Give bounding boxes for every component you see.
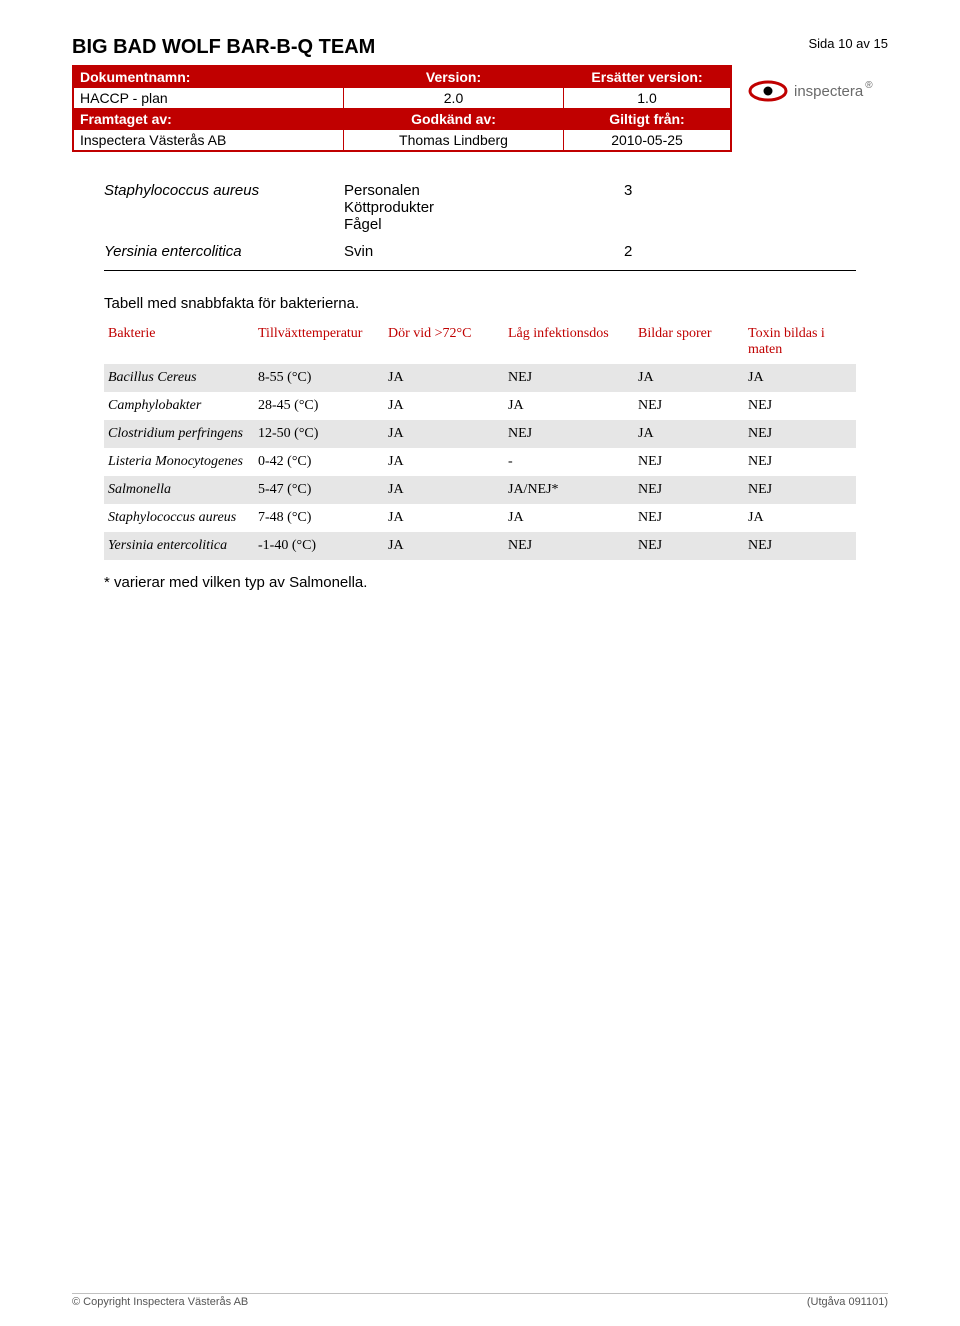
footer-edition: (Utgåva 091101) [807,1296,888,1308]
brand-text: inspectera [794,83,863,100]
fact-cell: JA [388,538,508,554]
doc-valid-value: 2010-05-25 [564,130,730,150]
fact-cell: 28-45 (°C) [258,398,388,414]
fact-cell: 7-48 (°C) [258,510,388,526]
eye-icon [748,80,788,102]
fact-cell: NEJ [508,370,638,386]
col-temp: Tillväxttemperatur [258,326,388,358]
doc-version-value: 2.0 [344,88,564,108]
fact-cell: JA [388,510,508,526]
doc-head-approved: Godkänd av: [344,109,564,129]
fact-cell: 8-55 (°C) [258,370,388,386]
doc-head-version: Version: [344,67,564,87]
fact-cell: NEJ [748,398,856,414]
fact-cell: Staphylococcus aureus [104,510,258,526]
registered-icon: ® [865,80,872,91]
col-spores: Bildar sporer [638,326,748,358]
bacteria-rating: 3 [624,182,824,233]
col-bakterie: Bakterie [104,326,258,358]
page-footer: © Copyright Inspectera Västerås AB (Utgå… [72,1293,888,1308]
col-lowdose: Låg infektionsdos [508,326,638,358]
fact-table-row: Yersinia entercolitica-1-40 (°C)JANEJNEJ… [104,532,856,560]
page-counter: Sida 10 av 15 [808,36,888,51]
fact-cell: JA [508,510,638,526]
fact-table-row: Staphylococcus aureus7-48 (°C)JAJANEJJA [104,504,856,532]
fact-cell: JA [388,370,508,386]
fact-cell: JA [508,398,638,414]
fact-cell: NEJ [748,426,856,442]
bacteria-source: Personalen Köttprodukter Fågel [344,182,624,233]
fact-cell: JA [748,370,856,386]
bacteria-source-row: Yersinia entercoliticaSvin2 [104,243,856,260]
bacteria-name: Yersinia entercolitica [104,243,344,260]
fact-cell: Listeria Monocytogenes [104,454,258,470]
fact-cell: NEJ [508,426,638,442]
doc-name-value: HACCP - plan [74,88,344,108]
doc-head-author: Framtaget av: [74,109,344,129]
fact-cell: 5-47 (°C) [258,482,388,498]
fact-cell: JA [388,482,508,498]
company-title: BIG BAD WOLF BAR-B-Q TEAM [72,36,375,59]
bacteria-name: Staphylococcus aureus [104,182,344,233]
fact-cell: NEJ [638,510,748,526]
table-caption: Tabell med snabbfakta för bakterierna. [104,295,856,312]
fact-cell: JA [638,370,748,386]
fact-cell: -1-40 (°C) [258,538,388,554]
fact-cell: Salmonella [104,482,258,498]
footnote: * varierar med vilken typ av Salmonella. [104,574,856,591]
doc-head-replaces: Ersätter version: [564,67,730,87]
fact-table-row: Clostridium perfringens12-50 (°C)JANEJJA… [104,420,856,448]
fact-cell: JA/NEJ* [508,482,638,498]
fact-table-row: Listeria Monocytogenes0-42 (°C)JA-NEJNEJ [104,448,856,476]
doc-approved-value: Thomas Lindberg [344,130,564,150]
fact-cell: JA [388,426,508,442]
brand-logo: inspectera ® [748,80,888,102]
section-divider [104,270,856,271]
fact-table-head: Bakterie Tillväxttemperatur Dör vid >72°… [104,326,856,358]
footer-copyright: © Copyright Inspectera Västerås AB [72,1296,248,1308]
fact-cell: JA [388,454,508,470]
fact-cell: 12-50 (°C) [258,426,388,442]
bacteria-rating: 2 [624,243,824,260]
fact-cell: NEJ [638,482,748,498]
bacteria-source-table: Staphylococcus aureusPersonalen Köttprod… [104,182,856,260]
fact-cell: NEJ [748,538,856,554]
fact-table-row: Bacillus Cereus8-55 (°C)JANEJJAJA [104,364,856,392]
doc-metadata-table: Dokumentnamn: Version: Ersätter version:… [72,65,732,152]
fact-cell: - [508,454,638,470]
bacteria-fact-table: Bakterie Tillväxttemperatur Dör vid >72°… [104,326,856,560]
fact-cell: NEJ [748,454,856,470]
doc-author-value: Inspectera Västerås AB [74,130,344,150]
fact-cell: 0-42 (°C) [258,454,388,470]
doc-replaces-value: 1.0 [564,88,730,108]
fact-cell: Yersinia entercolitica [104,538,258,554]
doc-head-valid: Giltigt från: [564,109,730,129]
fact-cell: Camphylobakter [104,398,258,414]
fact-cell: JA [638,426,748,442]
col-dies: Dör vid >72°C [388,326,508,358]
fact-cell: NEJ [638,398,748,414]
fact-table-row: Salmonella5-47 (°C)JAJA/NEJ*NEJNEJ [104,476,856,504]
fact-cell: NEJ [638,454,748,470]
bacteria-source: Svin [344,243,624,260]
fact-cell: NEJ [508,538,638,554]
bacteria-source-row: Staphylococcus aureusPersonalen Köttprod… [104,182,856,233]
fact-cell: JA [388,398,508,414]
col-toxin: Toxin bildas i maten [748,326,856,358]
fact-cell: Clostridium perfringens [104,426,258,442]
fact-cell: Bacillus Cereus [104,370,258,386]
fact-cell: NEJ [748,482,856,498]
doc-head-name: Dokumentnamn: [74,67,344,87]
fact-cell: NEJ [638,538,748,554]
fact-cell: JA [748,510,856,526]
fact-table-row: Camphylobakter28-45 (°C)JAJANEJNEJ [104,392,856,420]
